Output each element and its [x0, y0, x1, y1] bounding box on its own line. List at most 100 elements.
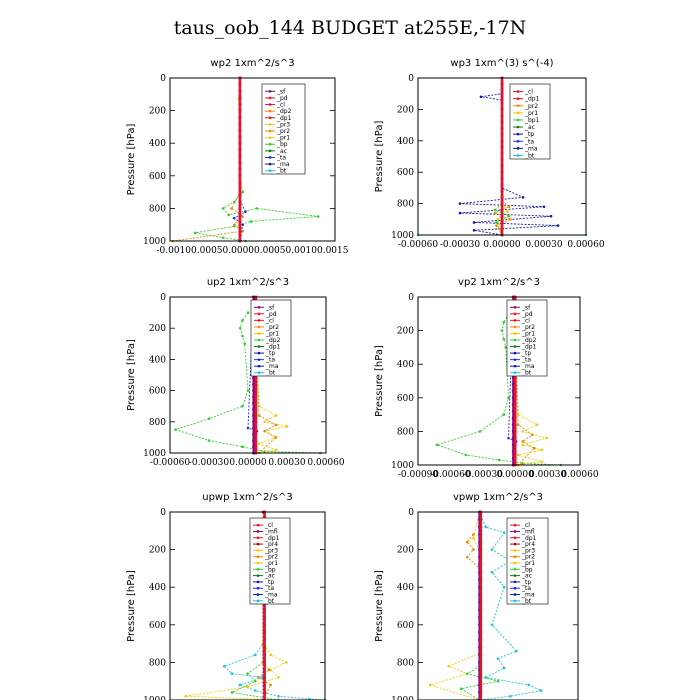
legend-label: _ta [264, 585, 274, 592]
series-point [465, 540, 469, 544]
series-point [465, 555, 469, 559]
series-point [479, 518, 483, 522]
series-point [238, 193, 242, 197]
series-point [500, 176, 504, 180]
legend-box [261, 83, 306, 175]
series-point [284, 661, 288, 664]
series-point [472, 533, 475, 536]
y-tick-label: 200 [397, 327, 414, 337]
legend-marker [257, 358, 261, 361]
series-point [500, 114, 504, 118]
series-point [500, 101, 504, 105]
x-tick-label: -0.00030 [463, 470, 504, 480]
series-point [490, 548, 494, 551]
legend-marker [513, 319, 517, 322]
y-tick-label: 600 [149, 621, 166, 631]
series-point [252, 432, 256, 436]
legend-marker [513, 555, 517, 558]
series-point [464, 453, 467, 457]
legend-label: _dp1 [265, 344, 281, 351]
legend-label: _pr2 [521, 554, 535, 561]
series-point [246, 685, 249, 689]
series-point [252, 445, 256, 449]
series-point [252, 407, 256, 411]
series-point [238, 200, 242, 204]
panel-title: vp2 1xm^2/s^3 [458, 277, 540, 288]
series-point [535, 423, 539, 426]
series-point [521, 443, 525, 447]
legend-label: _cl [521, 522, 530, 529]
series-point [263, 615, 267, 619]
series-point [238, 154, 242, 158]
series-point [496, 657, 500, 660]
series-point [254, 426, 258, 430]
series-point [479, 525, 483, 529]
series-point [484, 525, 487, 529]
series-point [521, 440, 525, 443]
legend-label: _bt [276, 168, 287, 175]
series-point [263, 645, 267, 649]
series-point [238, 89, 242, 93]
series-point [540, 460, 544, 463]
legend-label: _pd [521, 311, 533, 318]
series-point [500, 89, 504, 93]
series-point [238, 219, 242, 223]
legend-label: _dp2 [265, 337, 281, 344]
y-tick-label: 400 [149, 355, 166, 365]
series-point [479, 600, 483, 604]
legend: _cl_mfl_dp1_pr4_pr3_pr2_pr1_bp_ac_tp_ta_… [249, 517, 291, 605]
legend-marker [513, 325, 517, 329]
legend-label: _ma [276, 161, 290, 168]
series-point [500, 95, 504, 99]
series-point [500, 214, 504, 218]
series-point [513, 389, 517, 393]
legend-label: _bt [264, 598, 275, 605]
series-point [257, 676, 260, 679]
panel-title: vpwp 1xm^2/s^3 [453, 492, 543, 503]
series-point [263, 420, 267, 424]
series-point [249, 220, 253, 223]
legend-marker [513, 338, 517, 342]
legend-label: _ta [521, 585, 531, 592]
series-point [500, 126, 504, 130]
legend-marker [513, 549, 517, 552]
series-point [269, 653, 273, 657]
series-point [252, 426, 256, 430]
x-tick-label: 0.00030 [268, 458, 305, 468]
legend-marker [268, 109, 272, 113]
legend-marker [516, 104, 520, 108]
y-tick-label: 400 [149, 139, 166, 149]
legend-marker [268, 136, 272, 139]
legend-label: _sf [265, 304, 275, 311]
x-tick-label: 0.00060 [307, 458, 344, 468]
y-tick-label: 800 [149, 658, 166, 668]
y-tick-label: 200 [149, 546, 166, 556]
series-point [479, 645, 483, 649]
series-point [556, 224, 560, 227]
legend-marker [256, 580, 260, 584]
series-point [263, 429, 267, 433]
series-point [531, 433, 534, 437]
series-point [472, 537, 475, 540]
y-axis-label: Pressure [hPa] [126, 124, 137, 196]
series-point [479, 548, 483, 552]
series-point [230, 672, 234, 675]
x-tick-label: -0.00060 [398, 240, 439, 250]
legend-label: _ma [265, 363, 279, 370]
legend-label: _ma [264, 592, 278, 599]
series-point [500, 202, 504, 206]
legend-marker [257, 325, 261, 329]
series-point [502, 585, 506, 589]
series-point [506, 210, 509, 213]
y-tick-label: 0 [160, 508, 166, 518]
y-tick-label: 600 [397, 394, 414, 404]
legend-marker [516, 132, 520, 136]
series-point [513, 450, 517, 454]
x-tick-label: -0.00030 [440, 240, 481, 250]
series-point [472, 228, 476, 232]
series-point [479, 95, 483, 99]
legend-marker [257, 312, 261, 316]
legend-marker [268, 103, 272, 106]
series-point [479, 555, 483, 559]
series-point [500, 82, 504, 86]
